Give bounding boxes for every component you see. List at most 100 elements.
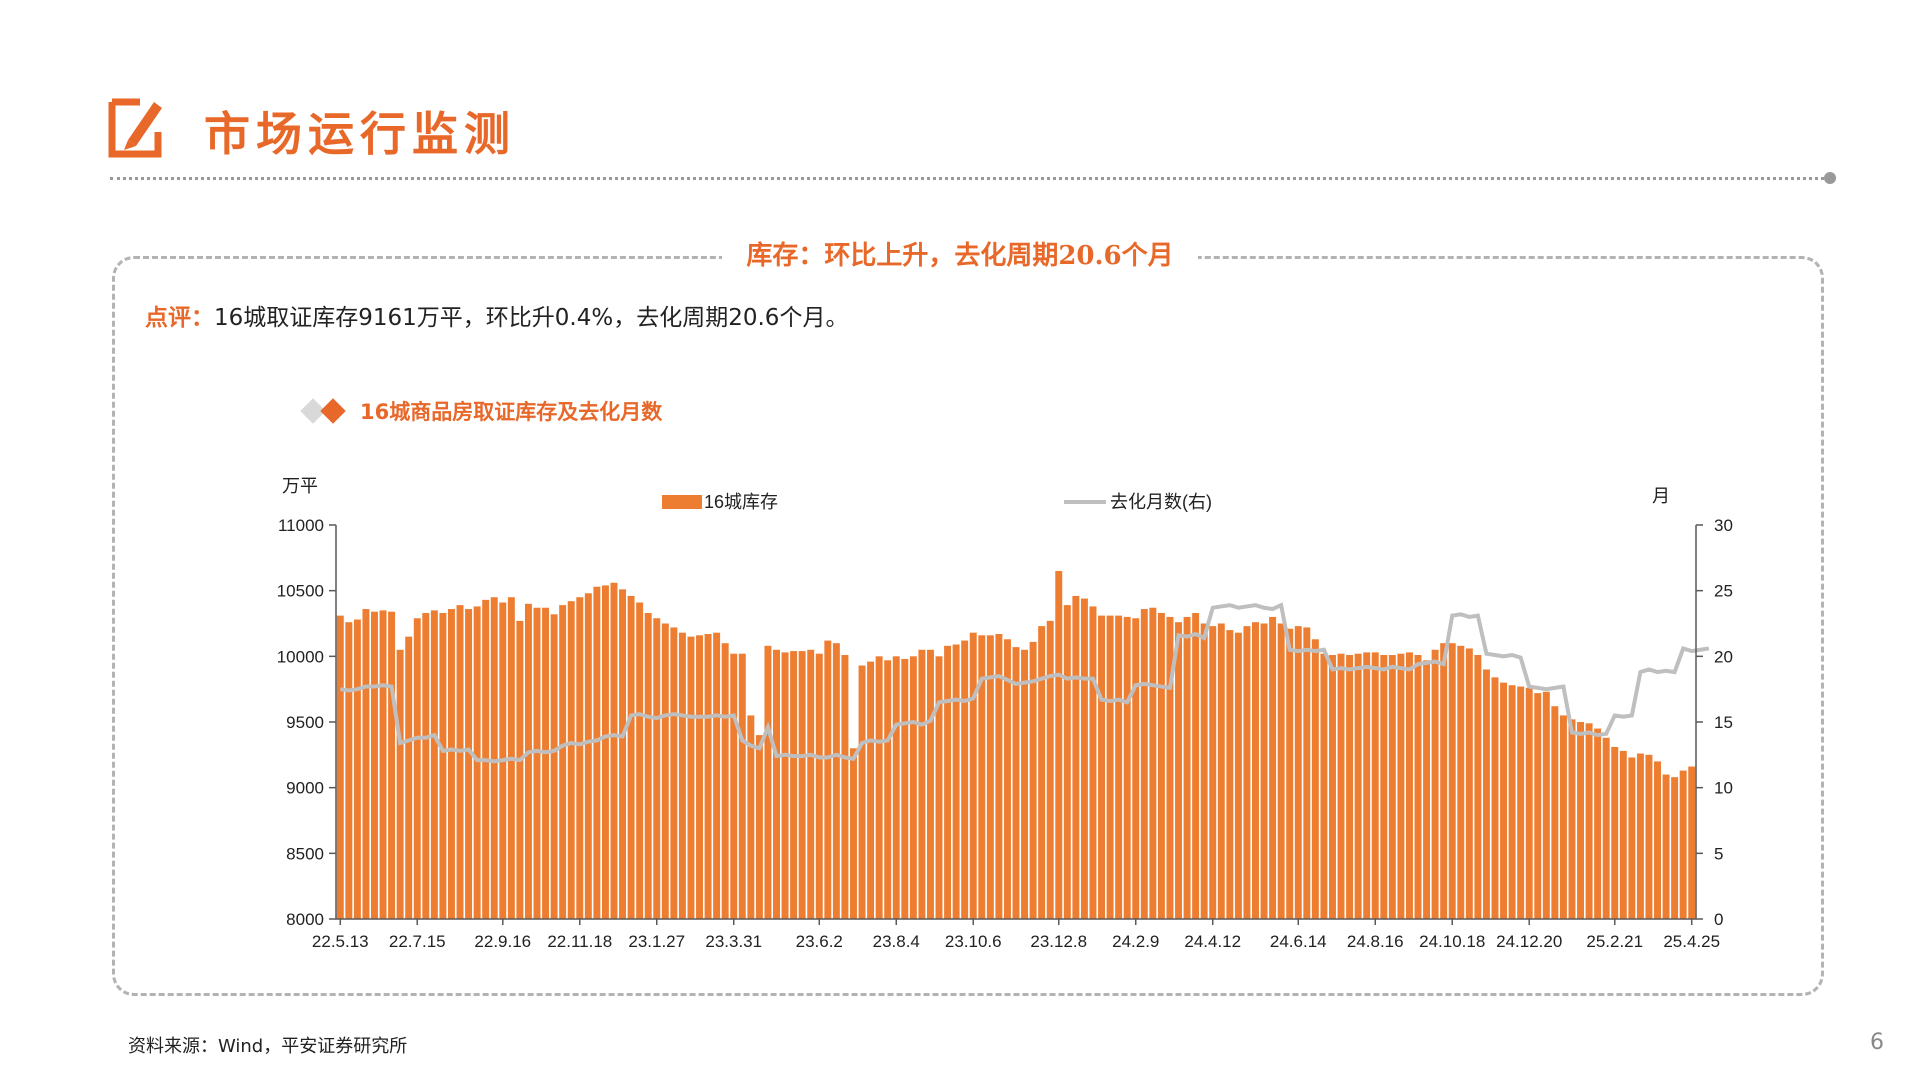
bar-2 [353,619,361,919]
bar-126 [1414,655,1422,919]
bar-92 [1123,616,1131,919]
bar-137 [1508,685,1516,919]
line-series-destock-months [339,602,1710,764]
bar-32 [610,582,618,919]
bar-157 [1679,770,1687,919]
bar-134 [1482,669,1490,919]
bar-90 [1106,615,1114,919]
bar-78 [1003,639,1011,919]
bar-66 [901,658,909,919]
bar-89 [1098,615,1106,919]
bar-129 [1440,643,1448,919]
bar-48 [747,715,755,919]
bar-12 [439,612,447,919]
bar-43 [704,634,712,919]
bar-109 [1269,616,1277,919]
x-tick-label-12: 24.6.14 [1270,932,1327,951]
commentary-label: 点评： [145,305,214,331]
section-title-wrap: 库存：环比上升，去化周期20.6个月 [0,236,1920,276]
bar-46 [730,653,738,919]
bar-143 [1559,715,1567,919]
x-tick-label-1: 22.7.15 [389,932,446,951]
bar-59 [841,655,849,919]
x-tick-label-11: 24.4.12 [1184,932,1241,951]
bar-127 [1423,660,1431,919]
divider-end-dot [1824,172,1836,184]
bar-122 [1380,655,1388,919]
x-tick-label-5: 23.3.31 [705,932,762,951]
bar-158 [1688,766,1696,919]
bar-95 [1149,607,1157,919]
bar-93 [1132,618,1140,919]
bar-87 [1080,598,1088,919]
bar-39 [670,627,678,919]
bar-24 [542,607,550,919]
bar-140 [1534,693,1542,919]
bar-4 [371,611,378,919]
x-tick-label-10: 24.2.9 [1112,932,1159,951]
bar-91 [1115,615,1123,919]
bar-135 [1491,677,1499,919]
bar-100 [1192,612,1200,919]
bar-50 [764,645,772,919]
bar-74 [969,632,977,919]
bar-71 [944,645,952,919]
bar-33 [619,589,627,919]
bar-27 [567,601,575,919]
bar-29 [584,593,592,919]
right-tick-label-4: 20 [1714,647,1733,666]
commentary: 点评：16城取证库存9161万平，环比升0.4%，去化周期20.6个月。 [145,298,848,332]
bar-110 [1277,623,1285,919]
bar-52 [781,652,789,919]
bar-130 [1448,643,1456,919]
bar-117 [1337,653,1345,919]
bar-132 [1465,648,1473,919]
bar-1 [345,622,353,919]
bar-125 [1405,652,1413,919]
bar-37 [653,618,661,919]
bar-23 [533,607,541,919]
bar-79 [1012,647,1020,919]
bar-series-16-city-inventory [336,570,1696,919]
bar-136 [1500,682,1508,919]
bar-53 [790,651,798,919]
x-axis-ticks: 22.5.13 22.7.15 22.9.16 22.11.18 23.1.27 23.3… [312,919,1720,951]
bar-14 [456,605,464,919]
x-tick-label-14: 24.10.18 [1419,932,1485,951]
bar-118 [1346,655,1354,919]
bar-22 [524,603,532,919]
bar-35 [636,602,644,919]
bar-142 [1551,706,1559,919]
bar-141 [1542,691,1550,919]
bar-11 [430,610,438,919]
left-tick-label-3: 9500 [286,713,324,732]
bar-83 [1046,620,1054,919]
bar-154 [1654,761,1661,919]
bar-41 [687,636,695,919]
bar-42 [696,635,703,919]
bar-5 [379,610,387,919]
x-tick-label-2: 22.9.16 [474,932,531,951]
bar-128 [1431,649,1439,919]
bar-56 [815,653,823,919]
bar-115 [1320,653,1328,919]
bar-103 [1217,623,1225,919]
bar-44 [713,632,721,919]
bar-131 [1457,645,1465,919]
bar-101 [1200,623,1208,919]
legend-bar-swatch [662,495,702,509]
bar-144 [1568,719,1576,919]
bar-38 [661,623,669,919]
bar-112 [1294,626,1302,919]
bar-8 [405,636,413,919]
pencil-square-icon [108,98,162,158]
right-tick-label-2: 10 [1714,779,1733,798]
bar-84 [1055,570,1063,919]
bar-47 [738,653,746,919]
bar-94 [1140,609,1148,919]
left-tick-label-0: 8000 [286,910,324,929]
right-tick-label-5: 25 [1714,582,1733,601]
bar-120 [1363,652,1371,919]
bar-13 [447,609,455,919]
right-tick-label-6: 30 [1714,516,1733,535]
